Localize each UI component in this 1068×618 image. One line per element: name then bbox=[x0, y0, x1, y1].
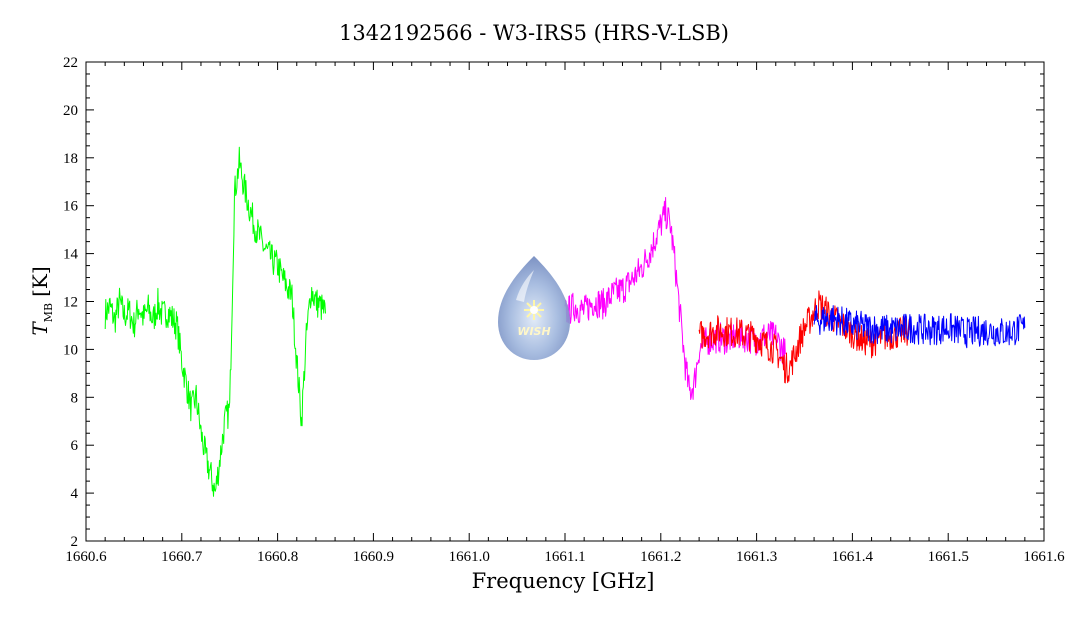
x-tick-label: 1660.7 bbox=[161, 549, 203, 565]
logo-text: WISH bbox=[517, 325, 550, 338]
chart-title: 1342192566 - W3-IRS5 (HRS-V-LSB) bbox=[339, 21, 729, 45]
x-tick-label: 1661.3 bbox=[736, 549, 777, 565]
axis-ticks bbox=[85, 61, 1045, 542]
y-tick-label: 12 bbox=[63, 295, 78, 311]
x-tick-label: 1661.5 bbox=[928, 549, 969, 565]
x-tick-label: 1661.1 bbox=[544, 549, 585, 565]
spectrum-line-2 bbox=[564, 197, 786, 400]
svg-text:TMB[K]: TMB [K] bbox=[28, 266, 55, 335]
y-tick-label: 4 bbox=[71, 486, 79, 502]
y-tick-label: 10 bbox=[63, 342, 78, 358]
y-tick-label: 8 bbox=[71, 390, 79, 406]
y-tick-label: 14 bbox=[63, 247, 79, 263]
y-tick-label: 18 bbox=[63, 151, 78, 167]
y-axis-label-subscript: MB bbox=[42, 303, 55, 322]
x-tick-label: 1660.6 bbox=[65, 549, 107, 565]
y-axis-label-symbol: T bbox=[28, 321, 52, 336]
x-tick-label: 1661.6 bbox=[1023, 549, 1065, 565]
x-tick-labels: 1660.6 1660.7 1660.8 1660.9 1661.0 1661.1 1661… bbox=[65, 549, 1065, 565]
y-tick-labels: 2 4 6 8 10 12 14 16 18 20 22 bbox=[63, 55, 79, 550]
x-tick-label: 1661.4 bbox=[832, 549, 874, 565]
y-tick-label: 20 bbox=[63, 103, 78, 119]
spectrum-line-1 bbox=[104, 146, 326, 497]
spectrum-series bbox=[104, 146, 1026, 497]
y-tick-label: 22 bbox=[63, 55, 78, 71]
x-axis-label: Frequency [GHz] bbox=[472, 569, 655, 593]
y-tick-label: 2 bbox=[71, 534, 79, 550]
wish-logo: WISH bbox=[498, 256, 570, 360]
y-axis-label: TMB [K] bbox=[28, 266, 55, 335]
y-tick-label: 6 bbox=[71, 438, 79, 454]
spectrum-line-3 bbox=[698, 290, 911, 384]
x-tick-label: 1661.0 bbox=[449, 549, 490, 565]
x-tick-label: 1660.8 bbox=[257, 549, 298, 565]
x-tick-label: 1661.2 bbox=[640, 549, 681, 565]
spectrum-line-4 bbox=[813, 305, 1026, 349]
y-axis-label-unit: [K] bbox=[28, 266, 52, 297]
droplet-highlight bbox=[516, 270, 534, 302]
y-tick-label: 16 bbox=[63, 199, 79, 215]
star-core bbox=[530, 306, 538, 314]
x-tick-label: 1660.9 bbox=[353, 549, 394, 565]
